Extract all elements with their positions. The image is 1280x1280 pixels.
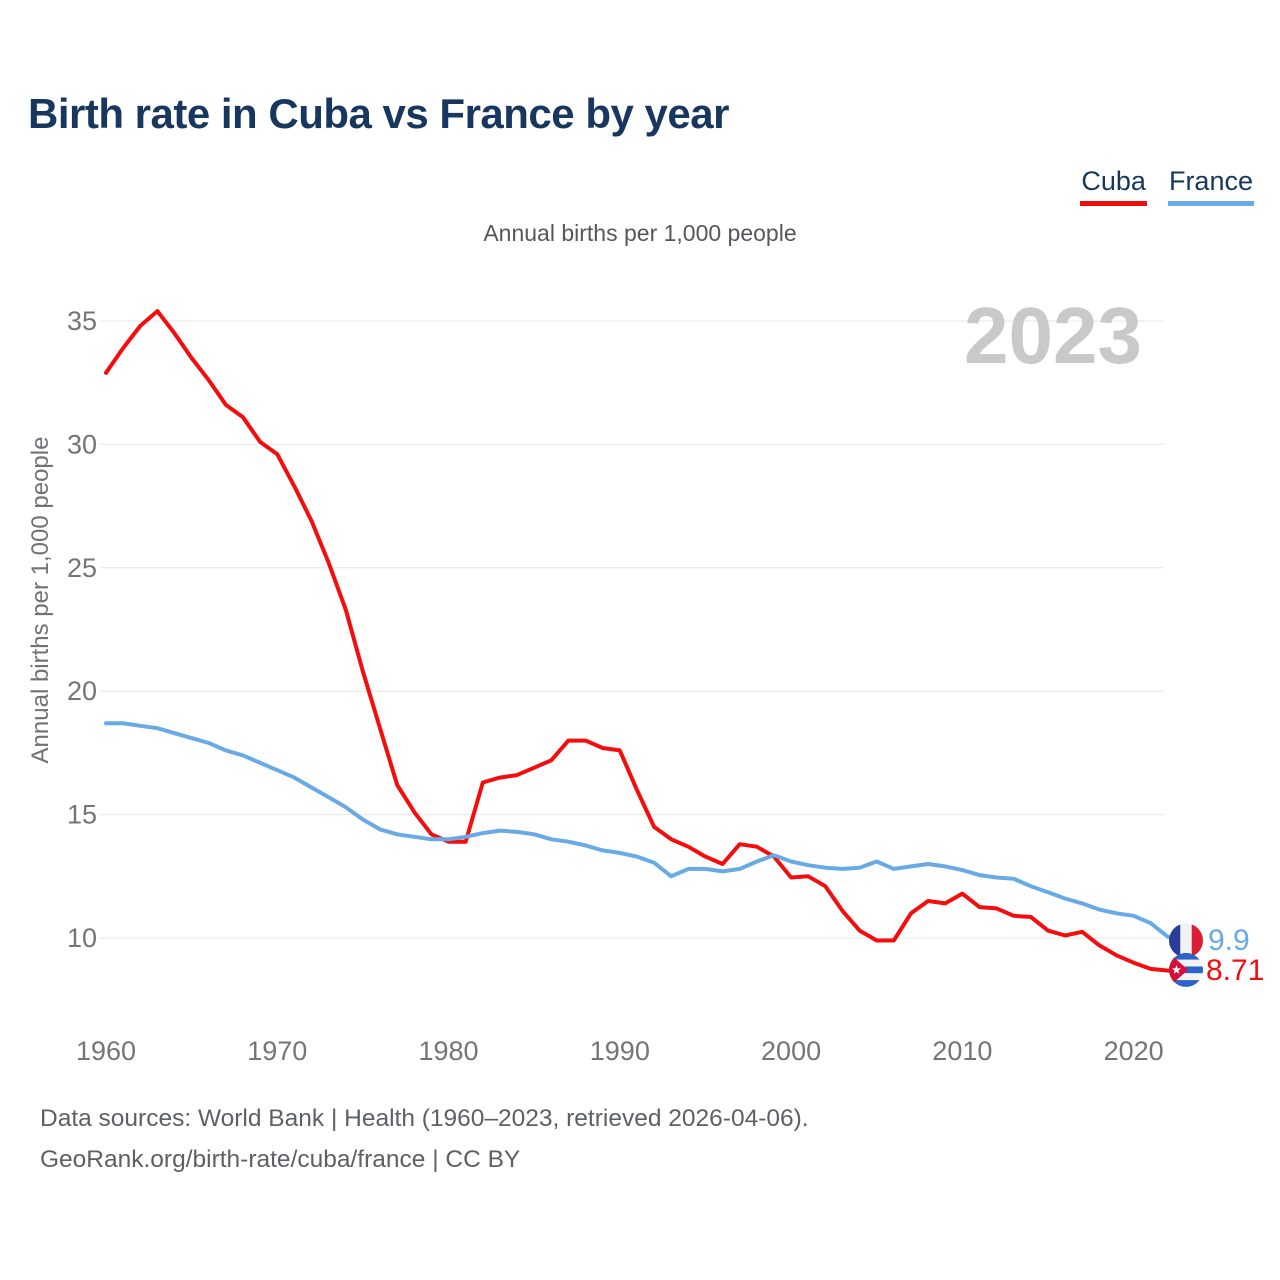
y-tick-label-35: 35 [67,306,97,336]
y-axis-title: Annual births per 1,000 people [27,437,54,764]
legend-item-cuba[interactable]: Cuba [1080,166,1147,206]
y-tick-label-30: 30 [67,429,97,459]
france-flag-icon [1169,923,1203,958]
x-tick-label-1980: 1980 [419,1036,479,1066]
france-line [104,721,1187,943]
footer-sources-line: Data sources: World Bank | Health (1960–… [40,1105,809,1132]
y-tick-label-20: 20 [67,676,97,706]
x-tick-label-1960: 1960 [76,1036,136,1066]
y-tick-label-15: 15 [67,800,97,830]
page-title: Birth rate in Cuba vs France by year [28,90,729,137]
x-tick-label-2000: 2000 [761,1036,821,1066]
x-tick-label-1990: 1990 [590,1036,650,1066]
cuba-line [104,309,1187,973]
y-tick-label-25: 25 [67,553,97,583]
x-tick-label-2010: 2010 [932,1036,992,1066]
cuba-end-value: 8.71 [1206,954,1264,987]
grid-layer [100,320,1164,939]
france-end-value: 9.9 [1208,924,1250,957]
x-tick-label-2020: 2020 [1104,1036,1164,1066]
legend-item-france[interactable]: France [1167,166,1254,206]
watermark-year: 2023 [964,291,1142,380]
cuba-flag-icon [1169,952,1203,987]
y-tick-label-10: 10 [67,923,97,953]
footer-attribution-line: GeoRank.org/birth-rate/cuba/france | CC … [40,1146,521,1173]
ticks-layer: 35 30 25 20 15 10 1960 1970 1980 1990 2000 2010 2020 [67,306,1164,1066]
footer: Data sources: World Bank | Health (1960–… [40,1098,809,1180]
chart-subtitle: Annual births per 1,000 people [483,220,797,246]
legend: Cuba France [1080,166,1254,206]
x-tick-label-1970: 1970 [247,1036,307,1066]
